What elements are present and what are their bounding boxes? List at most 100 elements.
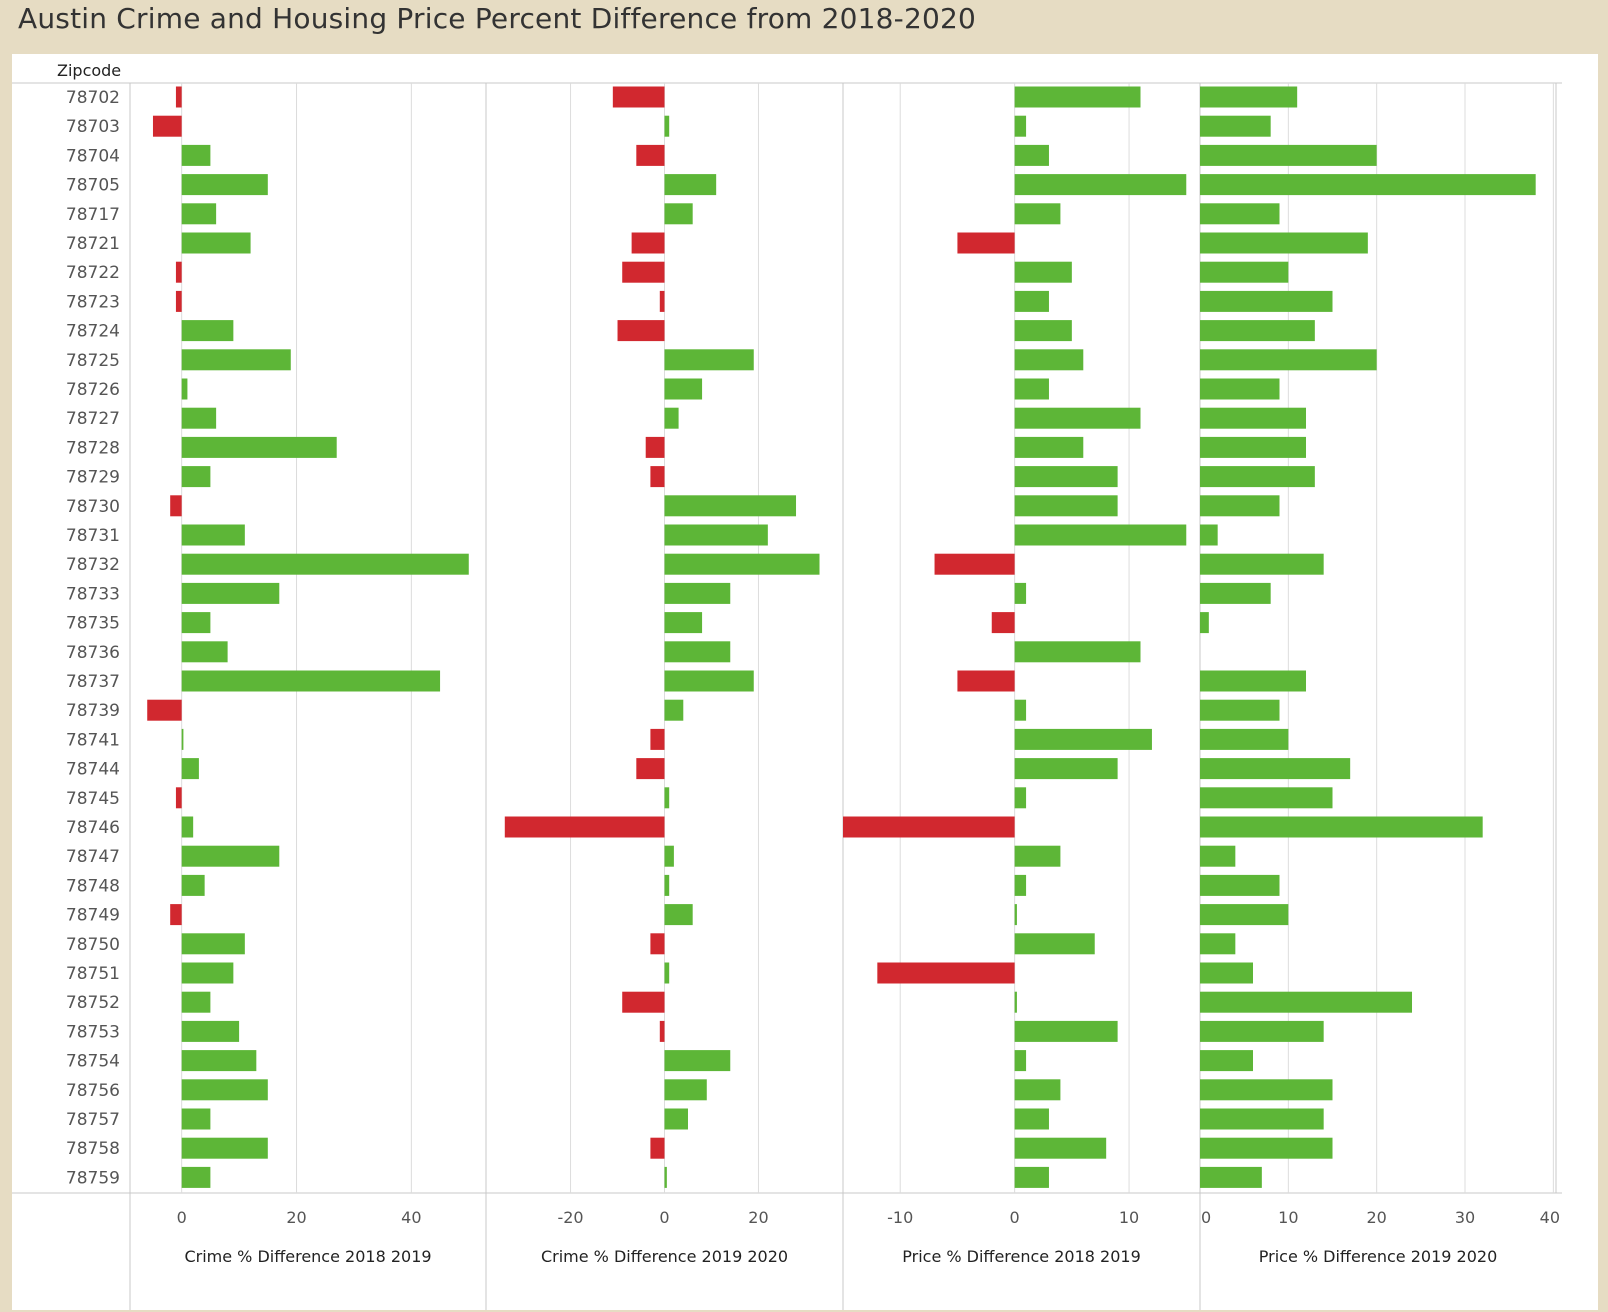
bar (175, 787, 182, 809)
bar (181, 582, 280, 604)
bar (175, 290, 182, 312)
bar (1200, 758, 1351, 780)
bar (664, 115, 670, 137)
bar (664, 524, 768, 546)
bar (1200, 436, 1307, 458)
bar (1014, 1020, 1118, 1042)
bar (664, 962, 670, 984)
zipcode-label: 78754 (66, 1052, 120, 1072)
bar (1200, 933, 1236, 955)
bar (1200, 816, 1483, 838)
bar (181, 874, 205, 896)
bar (1200, 699, 1280, 721)
bar (181, 1108, 211, 1130)
bar (181, 1079, 268, 1101)
bar (181, 232, 251, 254)
bar (1014, 904, 1017, 926)
bar (1200, 670, 1307, 692)
x-tick-label: -20 (557, 1208, 583, 1227)
bar (1014, 582, 1027, 604)
zipcode-label: 78728 (66, 438, 120, 458)
bar (1014, 378, 1049, 400)
bar (1200, 320, 1315, 342)
bar (631, 232, 665, 254)
zipcode-label: 78724 (66, 322, 120, 342)
bar (1014, 1137, 1107, 1159)
zipcode-label: 78732 (66, 555, 120, 575)
zipcode-label: 78717 (66, 205, 120, 225)
bar (1014, 349, 1084, 371)
zipcode-label: 78739 (66, 701, 120, 721)
bar (664, 904, 693, 926)
bar (664, 641, 731, 663)
bar (645, 436, 665, 458)
bar (1200, 1137, 1333, 1159)
bar (1200, 466, 1315, 488)
bar (664, 203, 693, 225)
bar (664, 670, 754, 692)
bar (1014, 261, 1072, 283)
zipcode-label: 78704 (66, 146, 120, 166)
bar (181, 1050, 257, 1072)
zipcode-label: 78721 (66, 234, 120, 254)
bar (622, 261, 665, 283)
x-axis-title: Crime % Difference 2019 2020 (541, 1247, 788, 1266)
bar (1200, 174, 1536, 196)
zipcode-label: 78702 (66, 88, 120, 108)
bar (181, 436, 337, 458)
bar (1200, 1020, 1324, 1042)
x-tick-label: 0 (1201, 1208, 1211, 1227)
bar (664, 874, 670, 896)
x-tick-label: 30 (1455, 1208, 1475, 1227)
bar (1014, 115, 1027, 137)
bar (181, 349, 291, 371)
bar (170, 904, 182, 926)
bar (1200, 349, 1377, 371)
bar (1200, 290, 1333, 312)
x-tick-label: 0 (659, 1208, 669, 1227)
bar (636, 144, 665, 166)
zipcode-label: 78727 (66, 409, 120, 429)
bar (1200, 962, 1254, 984)
bar (181, 524, 245, 546)
bar (622, 991, 665, 1013)
bar (175, 86, 182, 108)
bar (181, 378, 188, 400)
bar (1200, 1166, 1262, 1188)
bar (1200, 1050, 1254, 1072)
bar (1200, 86, 1298, 108)
bar (1200, 115, 1271, 137)
bar (1200, 904, 1289, 926)
bar (1014, 407, 1141, 429)
zipcode-label: 78756 (66, 1081, 120, 1101)
bar (1200, 1079, 1333, 1101)
chart-panel: Zipcode 78702 78703 78704 78705 78717 78721 787… (12, 54, 1598, 1310)
bar (181, 962, 234, 984)
bar (1200, 582, 1271, 604)
bar (1200, 1108, 1324, 1130)
x-tick-label: 20 (748, 1208, 768, 1227)
bar (1014, 933, 1095, 955)
bar (1200, 787, 1333, 809)
x-tick-label: 20 (286, 1208, 306, 1227)
zipcode-label: 78723 (66, 292, 120, 312)
zipcode-label: 78750 (66, 935, 120, 955)
bar (636, 758, 665, 780)
zipcode-label: 78744 (66, 760, 120, 780)
bar (664, 699, 684, 721)
x-tick-label: 0 (177, 1208, 187, 1227)
zipcode-label: 78725 (66, 351, 120, 371)
bar (877, 962, 1015, 984)
bar (664, 612, 703, 634)
x-tick-label: 20 (1366, 1208, 1386, 1227)
bar (1014, 466, 1118, 488)
bar (1200, 144, 1377, 166)
zipcode-label: 78735 (66, 614, 120, 634)
bar (664, 378, 703, 400)
bar (1014, 495, 1118, 517)
zipcode-label: 78751 (66, 964, 120, 984)
bar (659, 290, 665, 312)
bar (650, 1137, 665, 1159)
bar (181, 144, 211, 166)
bar (1014, 1166, 1049, 1188)
